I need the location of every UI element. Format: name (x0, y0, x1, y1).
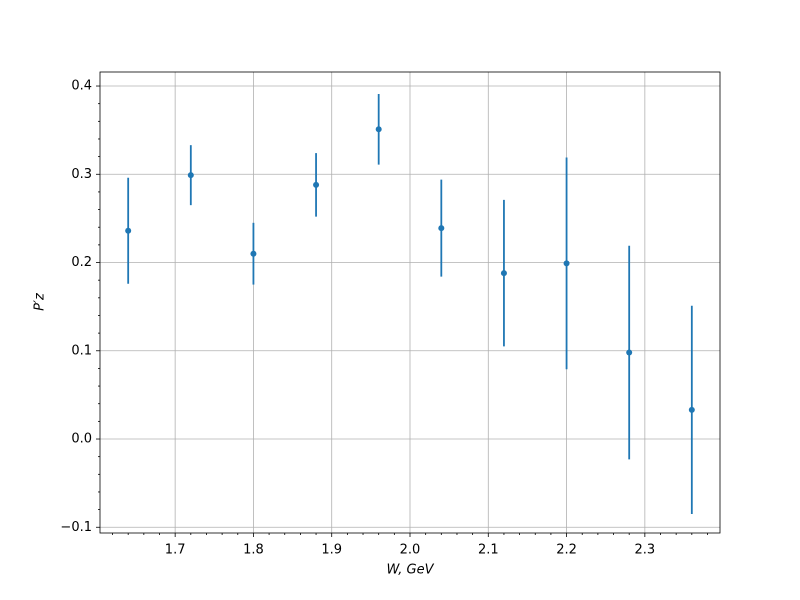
data-point (500, 270, 507, 277)
y-tick-label: 0.4 (71, 79, 92, 94)
y-axis-label: P′z (33, 292, 48, 311)
x-tick-label: 2.3 (635, 543, 656, 558)
data-point (125, 227, 132, 234)
y-tick-label: 0.1 (71, 343, 92, 358)
x-tick-label: 1.7 (165, 543, 186, 558)
plot-frame (99, 71, 721, 534)
x-tick-label: 2.1 (478, 543, 499, 558)
y-tick-label: 0.2 (71, 255, 92, 270)
data-point (626, 349, 633, 356)
x-tick-label: 2.0 (400, 543, 421, 558)
data-point (438, 225, 445, 232)
x-tick-label: 2.2 (556, 543, 577, 558)
data-point (250, 250, 257, 257)
data-point (187, 172, 194, 179)
x-tick-label: 1.9 (321, 543, 342, 558)
y-tick-label: 0.0 (71, 432, 92, 447)
data-point (563, 260, 570, 267)
data-point (375, 126, 382, 133)
y-tick-label: −0.1 (60, 520, 92, 535)
x-tick-label: 1.8 (243, 543, 264, 558)
data-point (313, 181, 320, 188)
data-point (688, 406, 695, 413)
y-tick-label: 0.3 (71, 167, 92, 182)
x-axis-label: W, GeV (386, 563, 434, 578)
